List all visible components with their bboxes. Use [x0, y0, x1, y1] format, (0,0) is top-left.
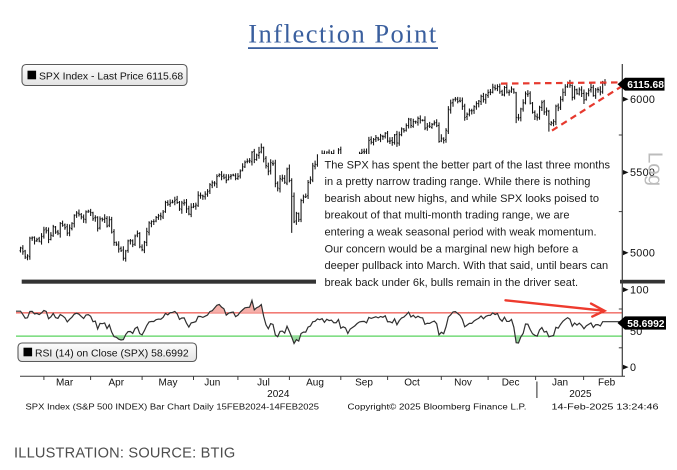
svg-text:SPX Index - Last Price 6115.68: SPX Index - Last Price 6115.68 [39, 71, 183, 82]
svg-text:in a pretty narrow trading ran: in a pretty narrow trading range. While … [325, 176, 591, 188]
svg-text:Copyright© 2025 Bloomberg Fina: Copyright© 2025 Bloomberg Finance L.P. [348, 402, 527, 412]
svg-text:2024: 2024 [267, 389, 290, 400]
svg-text:The SPX has spent the better p: The SPX has spent the better part of the… [325, 159, 611, 171]
svg-text:deeper pullback into March. Wi: deeper pullback into March. With that sa… [325, 260, 609, 272]
svg-text:entering a weak seasonal perio: entering a weak seasonal period with wea… [325, 227, 597, 239]
svg-text:5500: 5500 [630, 167, 655, 179]
svg-text:Jul: Jul [257, 378, 270, 389]
svg-text:Mar: Mar [56, 378, 74, 389]
svg-text:2025: 2025 [569, 389, 592, 400]
svg-text:Nov: Nov [454, 378, 472, 389]
svg-text:100: 100 [630, 285, 649, 297]
svg-text:Dec: Dec [502, 378, 520, 389]
svg-text:Oct: Oct [404, 378, 420, 389]
svg-text:break back under 6k, bulls rem: break back under 6k, bulls remain in the… [325, 277, 579, 289]
svg-text:bearish about new highs, and w: bearish about new highs, and while SPX l… [325, 193, 600, 205]
svg-text:Our concern would be a margina: Our concern would be a marginal new high… [325, 243, 579, 255]
svg-text:Inflection Point: Inflection Point [248, 19, 438, 49]
svg-text:SPX Index (S&P 500 INDEX) Bar: SPX Index (S&P 500 INDEX) Bar Chart Dail… [26, 402, 320, 412]
svg-text:May: May [159, 378, 178, 389]
svg-text:58.6992: 58.6992 [627, 319, 664, 330]
svg-text:RSI (14) on Close (SPX) 58.69: RSI (14) on Close (SPX) 58.6992 [35, 348, 189, 359]
svg-text:Jan: Jan [552, 378, 568, 389]
svg-text:Aug: Aug [306, 378, 324, 389]
svg-text:breakout of that multi-month t: breakout of that multi-month trading ran… [325, 210, 570, 222]
svg-text:6000: 6000 [630, 94, 655, 106]
svg-text:5000: 5000 [630, 248, 655, 260]
svg-text:0: 0 [630, 362, 636, 374]
svg-text:Feb: Feb [598, 378, 616, 389]
svg-text:Log: Log [644, 152, 667, 186]
svg-text:14-Feb-2025 13:24:46: 14-Feb-2025 13:24:46 [552, 402, 659, 412]
svg-text:6115.68: 6115.68 [627, 80, 664, 91]
svg-text:Apr: Apr [109, 378, 125, 389]
svg-text:Sep: Sep [355, 378, 373, 389]
svg-text:ILLUSTRATION: SOURCE: BTIG: ILLUSTRATION: SOURCE: BTIG [14, 445, 235, 461]
svg-text:Jun: Jun [204, 378, 220, 389]
